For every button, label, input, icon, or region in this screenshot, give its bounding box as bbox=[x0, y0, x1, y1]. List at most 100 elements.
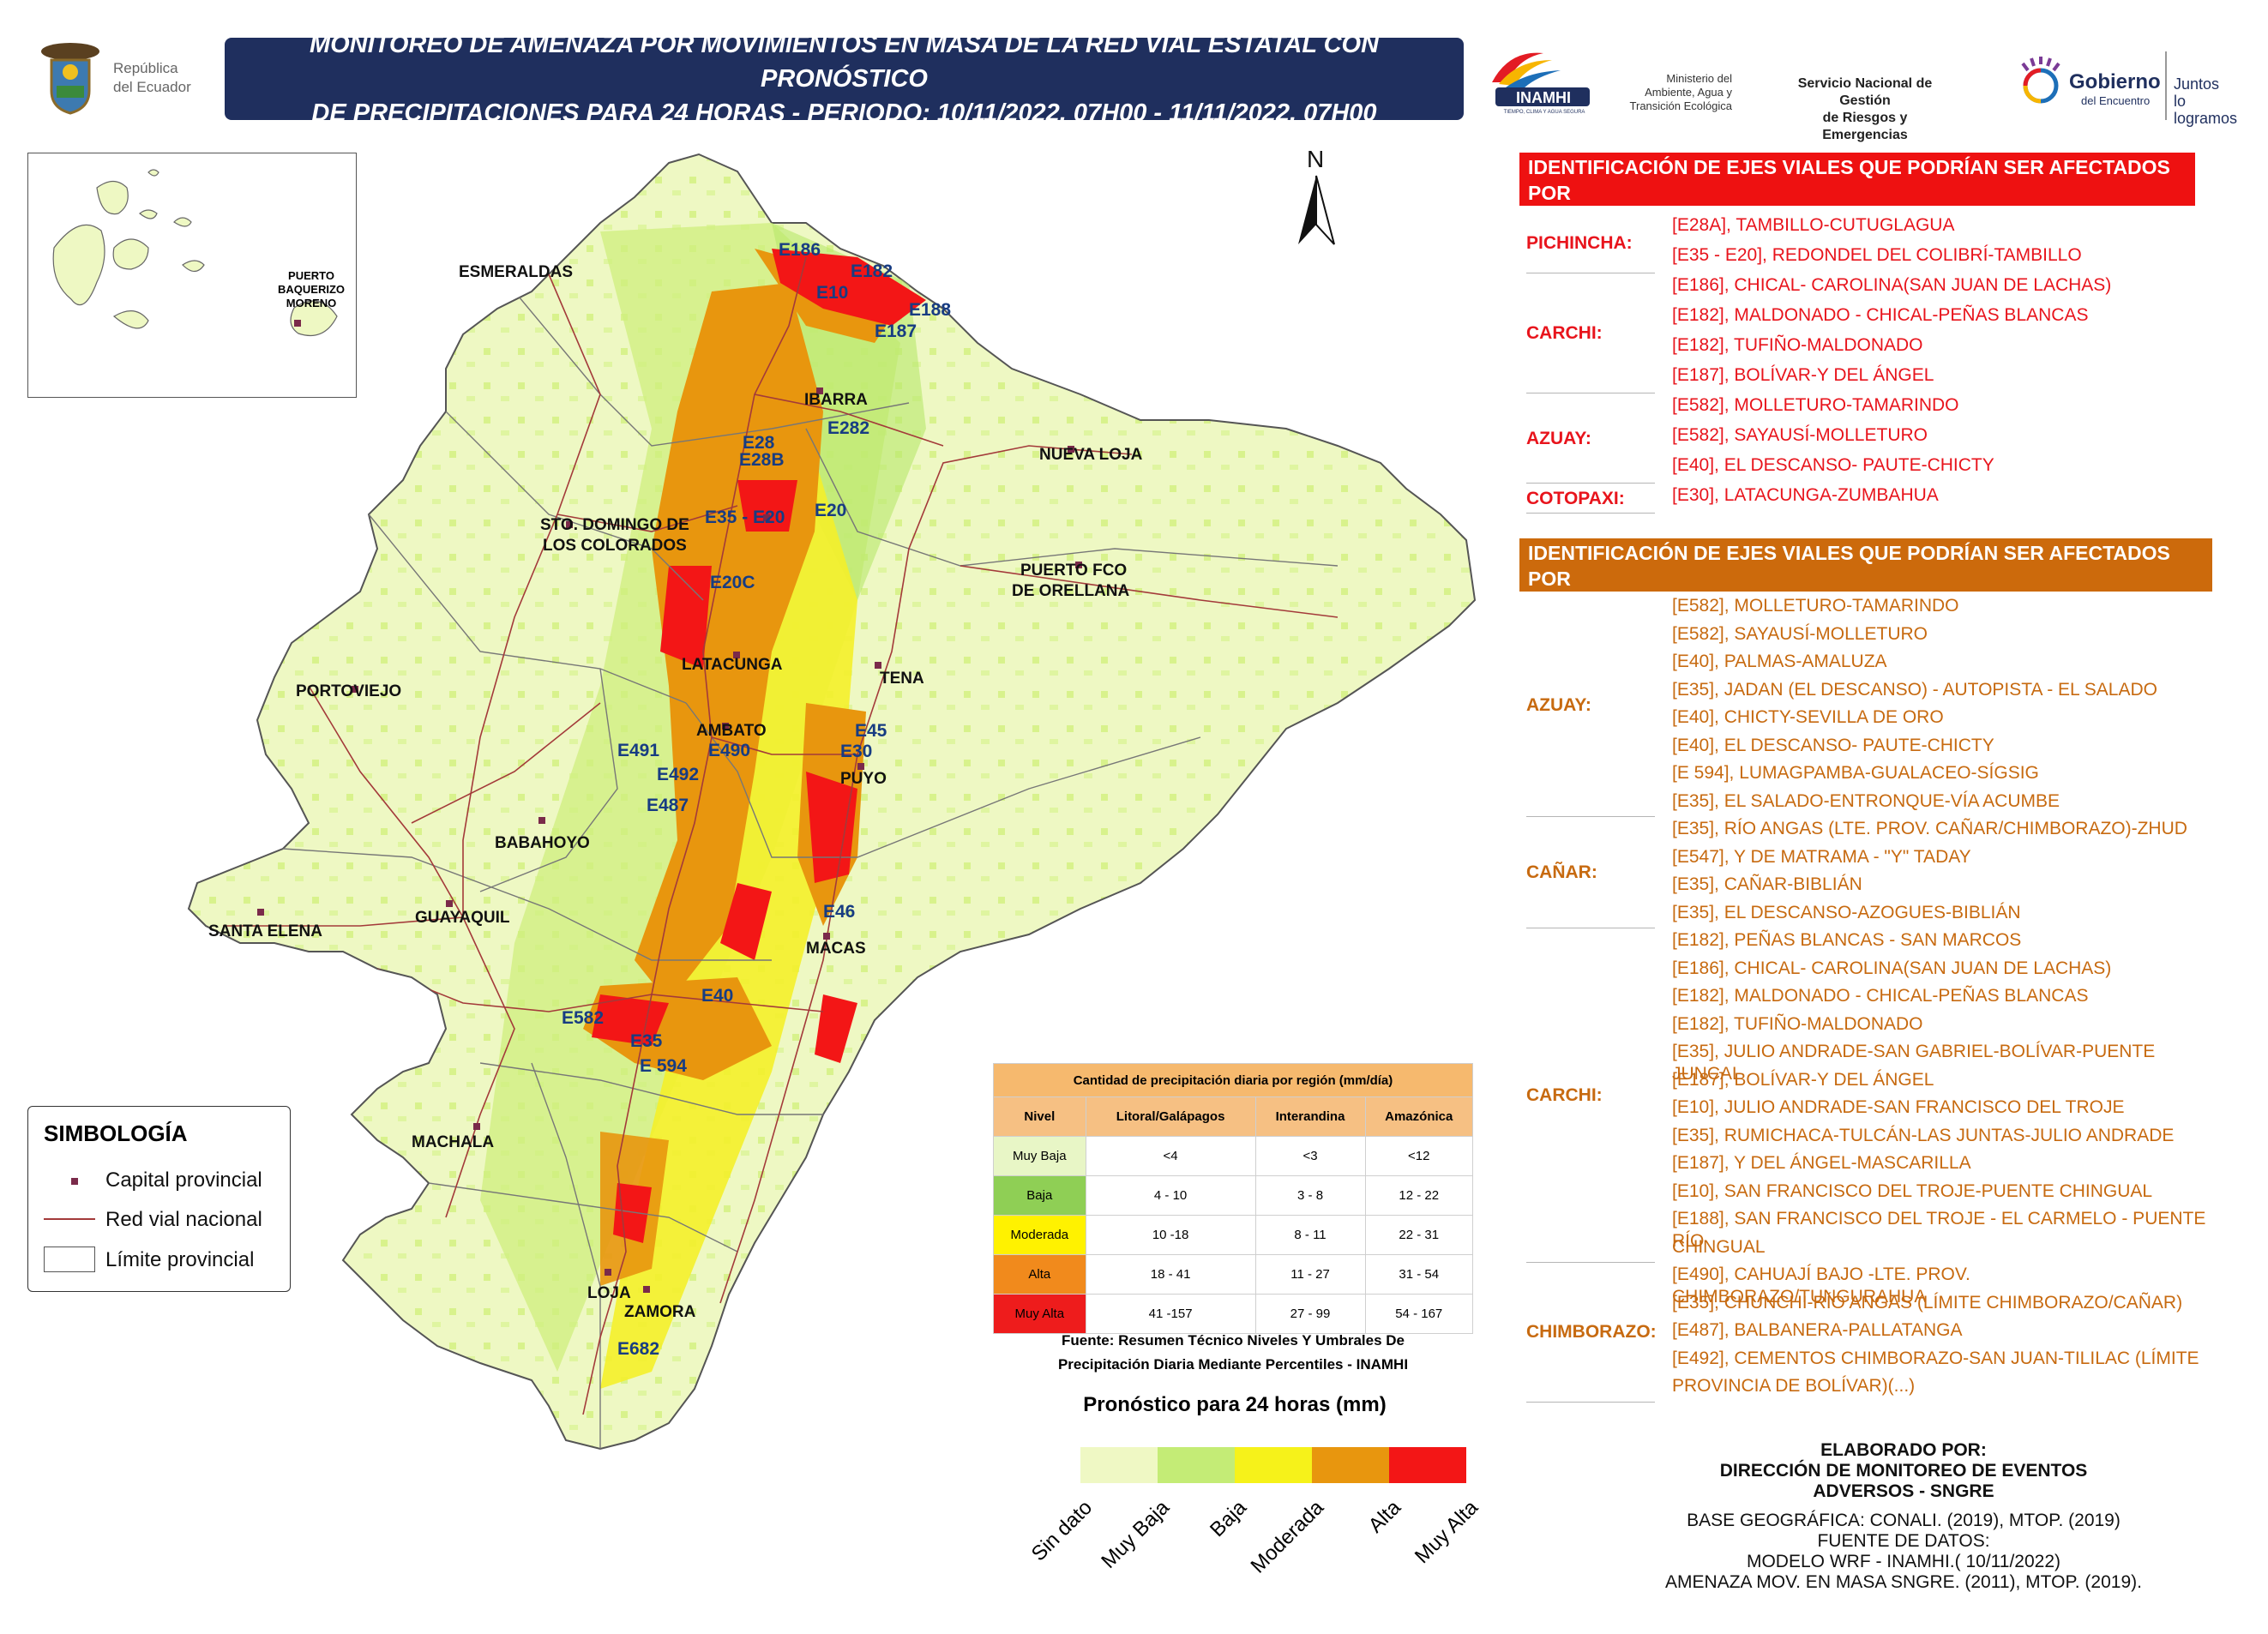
precip-forecast-layer bbox=[480, 223, 926, 1389]
table-cell: 11 - 27 bbox=[1254, 1254, 1366, 1295]
island-shape bbox=[112, 310, 149, 329]
table-cell: 41 -157 bbox=[1085, 1294, 1256, 1334]
muy-alta-header-line-2: MOVIMIENTOS EN MASA A CAUSA DE PRECIPITA… bbox=[1528, 207, 2152, 230]
table-row: Muy Baja <4 <3 <12 bbox=[993, 1136, 1473, 1176]
table-cell: 18 - 41 bbox=[1085, 1254, 1256, 1295]
road-label: E 594 bbox=[640, 1056, 687, 1076]
credit-line: AMENAZA MOV. EN MASA SNGRE. (2011), MTOP… bbox=[1665, 1572, 2142, 1592]
city-label: BABAHOYO bbox=[495, 834, 590, 852]
city-label: GUAYAQUIL bbox=[415, 909, 510, 927]
city-label: IBARRA bbox=[804, 391, 868, 409]
road-line bbox=[223, 916, 464, 927]
road-item: [E187], Y DEL ÁNGEL-MASCARILLA bbox=[1672, 1153, 1971, 1173]
ministerio-line-1: Ministerio del bbox=[1666, 72, 1732, 85]
inset-city-label: PUERTO BAQUERIZO MORENO bbox=[277, 269, 346, 310]
table-cell: 31 - 54 bbox=[1364, 1254, 1473, 1295]
inset-city-line-1: PUERTO bbox=[288, 269, 334, 282]
boundary-line bbox=[514, 291, 910, 447]
boundary-box-icon bbox=[44, 1247, 95, 1272]
table-cell: <12 bbox=[1364, 1136, 1473, 1176]
table-header: Amazónica bbox=[1364, 1096, 1473, 1137]
table-header-row: Nivel Litoral/Galápagos Interandina Amaz… bbox=[993, 1096, 1473, 1137]
capital-marker bbox=[566, 521, 573, 528]
road-item: [E582], MOLLETURO-TAMARINDO bbox=[1672, 596, 1959, 616]
province-label: CHIMBORAZO: bbox=[1526, 1322, 1657, 1343]
road-label: E28 bbox=[743, 433, 775, 453]
road-item: [E35], EL DESCANSO-AZOGUES-BIBLIÁN bbox=[1672, 902, 2021, 922]
muy-alta-header-line-1: IDENTIFICACIÓN DE EJES VIALES QUE PODRÍA… bbox=[1528, 156, 2170, 204]
north-label: N bbox=[1307, 146, 1325, 172]
road-item: [E35 - E20], REDONDEL DEL COLIBRÍ-TAMBIL… bbox=[1672, 245, 2082, 265]
alta-zone-sierra bbox=[635, 283, 823, 1003]
capital-marker bbox=[446, 900, 453, 907]
credits: ELABORADO POR: DIRECCIÓN DE MONITOREO DE… bbox=[1612, 1440, 2195, 1593]
province-label: COTOPAXI: bbox=[1526, 488, 1625, 508]
road-item: [E187], BOLÍVAR-Y DEL ÁNGEL bbox=[1672, 1069, 1934, 1090]
capital-marker bbox=[1068, 446, 1074, 453]
road-item: [E492], CEMENTOS CHIMBORAZO-SAN JUAN-TIL… bbox=[1672, 1348, 2199, 1368]
level-cell: Muy Baja bbox=[993, 1136, 1086, 1176]
island-shape bbox=[139, 209, 158, 219]
island-shape bbox=[290, 300, 338, 337]
colorbar-swatch bbox=[1389, 1447, 1466, 1483]
road-label: E10 bbox=[816, 283, 849, 303]
road-label: E187 bbox=[875, 321, 917, 341]
table-cell: 10 -18 bbox=[1085, 1215, 1256, 1255]
road-line bbox=[960, 565, 1339, 618]
road-line bbox=[556, 505, 738, 532]
table-header: Nivel bbox=[993, 1096, 1086, 1137]
boundary-line bbox=[531, 1062, 601, 1449]
island-shape bbox=[52, 224, 105, 306]
road-item: [E35], CHUNCHI-RÍO ANGAS (LÍMITE CHIMBOR… bbox=[1672, 1292, 2183, 1313]
legend-item: Red vial nacional bbox=[105, 1208, 262, 1231]
road-label: E282 bbox=[827, 418, 870, 438]
road-label: E30 bbox=[840, 742, 873, 761]
map-legend: SIMBOLOGÍA Capital provincial Red vial n… bbox=[27, 1106, 291, 1292]
capital-marker bbox=[763, 514, 770, 521]
muy-alta-zone-quito bbox=[737, 480, 797, 532]
island-shape bbox=[147, 169, 159, 177]
table-cell: 27 - 99 bbox=[1254, 1294, 1366, 1334]
road-item: [E40], PALMAS-AMALUZA bbox=[1672, 652, 1887, 671]
road-item: [E30], LATACUNGA-ZUMBAHUA bbox=[1672, 485, 1939, 505]
road-label: E682 bbox=[617, 1339, 660, 1359]
road-item: [E182], PEÑAS BLANCAS - SAN MARCOS bbox=[1672, 930, 2022, 950]
title-line-2: DE PRECIPITACIONES PARA 24 HORAS - PERIO… bbox=[311, 99, 1377, 127]
province-label: CARCHI: bbox=[1526, 1085, 1603, 1105]
road-label: E188 bbox=[909, 300, 952, 320]
city-label: LOS COLORADOS bbox=[543, 537, 687, 555]
city-label: ESMERALDAS bbox=[459, 263, 574, 281]
capital-marker bbox=[1075, 562, 1082, 568]
colorbar-swatch bbox=[1158, 1447, 1235, 1483]
city-label: DE ORELLANA bbox=[1012, 582, 1130, 600]
table-row: Alta 18 - 41 11 - 27 31 - 54 bbox=[993, 1254, 1473, 1295]
gobierno-sub-label: del Encuentro bbox=[2081, 94, 2151, 107]
road-label: E20C bbox=[710, 573, 755, 592]
road-item: [E40], EL DESCANSO- PAUTE-CHICTY bbox=[1672, 455, 1994, 475]
road-item: [E35], JADAN (EL DESCANSO) - AUTOPISTA -… bbox=[1672, 679, 2157, 700]
city-label: NUEVA LOJA bbox=[1039, 446, 1143, 464]
road-item: [E582], SAYAUSÍ-MOLLETURO bbox=[1672, 623, 1928, 644]
colorbar-label: Alta bbox=[1363, 1496, 1406, 1538]
gobierno-label: Gobierno bbox=[2069, 70, 2161, 93]
level-cell: Baja bbox=[993, 1175, 1086, 1216]
table-row: Muy Alta 41 -157 27 - 99 54 - 167 bbox=[993, 1294, 1473, 1334]
colorbar-label: Muy Alta bbox=[1410, 1496, 1483, 1569]
road-item: [E547], Y DE MATRAMA - "Y" TADAY bbox=[1672, 846, 1971, 867]
colorbar-swatch bbox=[1312, 1447, 1389, 1483]
road-label: E490 bbox=[708, 741, 751, 760]
capital-marker bbox=[823, 933, 830, 940]
credit-line: ADVERSOS - SNGRE bbox=[1813, 1481, 1994, 1501]
boundary-line bbox=[428, 1182, 738, 1253]
road-label: E487 bbox=[647, 796, 689, 815]
city-label: TENA bbox=[880, 670, 924, 688]
table-cell: <3 bbox=[1254, 1136, 1366, 1176]
table-cell: 54 - 167 bbox=[1364, 1294, 1473, 1334]
colorbar-label: Muy Baja bbox=[1097, 1496, 1175, 1573]
sngre-line-2: de Riesgos y Emergencias bbox=[1822, 111, 1908, 142]
table-row: Baja 4 - 10 3 - 8 12 - 22 bbox=[993, 1175, 1473, 1216]
gobierno-emblem-icon bbox=[2021, 57, 2060, 104]
colorbar-label: Sin dato bbox=[1026, 1496, 1098, 1566]
road-item: [E35], EL SALADO-ENTRONQUE-VÍA ACUMBE bbox=[1672, 790, 2060, 811]
road-line bbox=[582, 256, 807, 1415]
